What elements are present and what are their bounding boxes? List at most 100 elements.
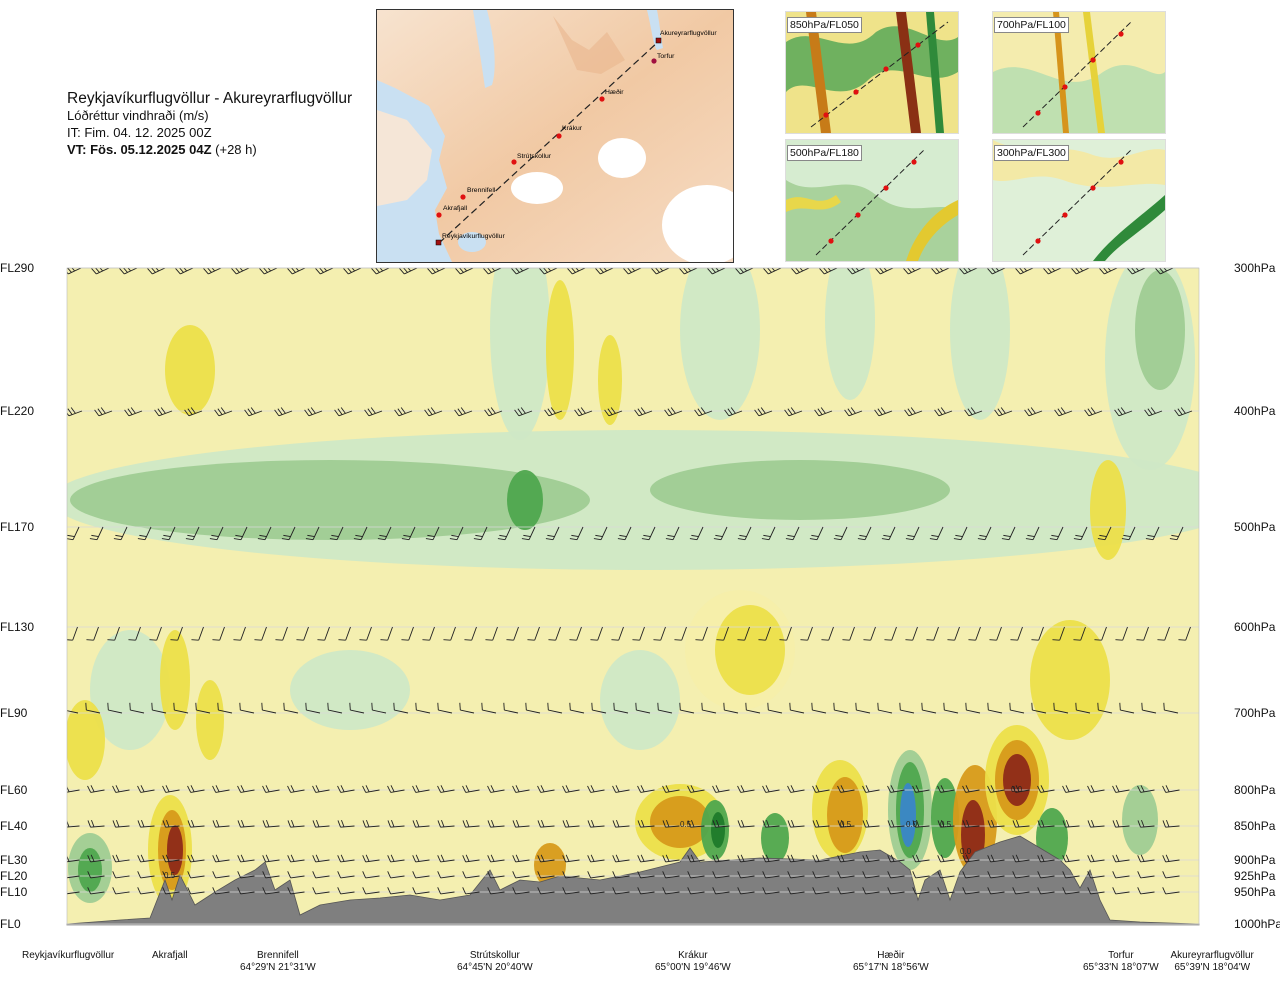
wind-barb-feather [1097,702,1099,711]
wind-barb-shaft [615,859,630,863]
wind-barb-feather [862,855,867,863]
glacier-langjokull [511,172,563,204]
wind-barb-feather [916,819,920,828]
wind-barb-feather [185,538,194,541]
wind-barb-shaft [890,825,905,828]
wind-barb-feather [666,819,670,828]
wind-barb-shaft [115,825,130,828]
wind-barb [1112,819,1130,828]
wind-barb-shaft [698,410,713,417]
wind-barb-feather [312,785,317,793]
wind-barb [437,785,455,793]
wind-barb-feather [537,820,541,828]
thumb-850[interactable]: 850hPa/FL050 [785,11,959,134]
wind-barb-shaft [440,859,455,863]
wind-barb-shaft [303,626,309,641]
wind-barb-feather [1065,785,1070,793]
wind-barb-feather [547,702,549,711]
wind-barb-feather [959,268,965,275]
wind-barb-feather [387,855,392,863]
wind-barb [137,526,152,541]
wind-barb-feather [791,268,797,275]
wind-barb [393,702,409,714]
wind-barb-shaft [67,709,79,714]
wind-barb-shaft [638,410,653,417]
hpa-label: 850hPa [1234,819,1276,833]
glacier-vatnajokull [662,185,733,262]
wind-barb-feather [912,820,916,828]
wind-barb [1009,702,1025,714]
thumb-700[interactable]: 700hPa/FL100 [992,11,1166,134]
wind-barb-feather [137,887,142,895]
fl-label: FL130 [0,620,35,634]
wind-barb-feather [537,785,542,793]
wind-barb-feather [160,407,166,414]
wind-barb-feather [955,534,963,537]
wind-barb-feather [912,887,917,895]
wind-barb-feather [487,785,492,793]
velocity-contour [490,268,550,440]
wind-barb-feather [540,854,545,862]
wind-barb-feather [715,785,720,793]
wind-barb [842,626,855,641]
wind-barb [484,407,503,417]
wind-barb [562,871,580,879]
thumb-500-map [786,140,958,261]
wind-barb [1037,871,1055,879]
thumb-500[interactable]: 500hPa/FL180 [785,139,959,262]
wind-barb-feather [237,785,242,793]
wind-barb-feather [1137,887,1142,895]
wind-barb-feather [113,538,122,541]
wind-barb-shaft [996,626,1002,641]
wind-barb-feather [690,785,695,793]
wind-barb-feather [427,408,433,415]
wind-barb [162,887,180,895]
lake-thingvallavatn [458,232,486,252]
wind-barb-feather [307,534,315,537]
wind-barb [262,871,280,879]
wind-barb [562,854,580,863]
wind-barb [1178,626,1191,641]
wind-barb [787,819,805,828]
wind-barb-feather [791,819,795,828]
wind-barb-shaft [290,859,305,863]
wind-barb [562,785,580,793]
wind-barb-feather [587,887,592,895]
wind-barb-shaft [639,626,645,641]
wind-barb-feather [137,820,141,828]
wind-barb-feather [512,855,517,863]
wind-barb-feather [737,855,742,863]
wind-barb [809,526,824,541]
wind-barb-feather [487,820,491,828]
wind-barb [754,407,773,417]
wind-barb [701,702,717,714]
wind-barb-feather [987,820,991,828]
wind-barb-feather [112,820,116,828]
wind-barb-feather [1012,887,1017,895]
velocity-contour [825,268,875,400]
wind-barb-shaft [190,789,205,793]
waypoint-torfur-marker [651,58,657,64]
wind-barb [425,526,440,541]
wind-barb [67,819,80,828]
wind-barb-shaft [792,526,800,540]
wind-barb-feather [837,855,842,863]
site-coord: 65°00'N 19°46'W [655,962,731,973]
wind-barb-shaft [415,859,430,863]
wind-barb [1112,854,1130,863]
wind-barb-feather [765,785,770,793]
wind-barb [1084,407,1103,417]
wind-barb-feather [694,409,700,417]
wind-barb-shaft [1059,626,1065,641]
wind-barb-shaft [1143,626,1149,641]
terrain-profile [66,835,1200,926]
thumb-300[interactable]: 300hPa/FL300 [992,139,1166,262]
wind-barb-feather [687,855,692,863]
wind-barb [512,785,530,793]
wind-barb-feather [1037,871,1042,879]
wind-barb-feather [741,819,745,828]
wind-barb-feather [1087,855,1092,863]
wind-barb-shaft [590,825,605,828]
lead-time: (+28 h) [215,142,257,157]
wind-barb-feather [112,785,117,793]
